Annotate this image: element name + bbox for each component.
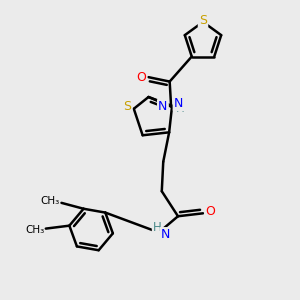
Text: CH₃: CH₃ [41,196,60,206]
Text: S: S [199,14,207,27]
Text: S: S [123,100,131,113]
Text: CH₃: CH₃ [25,225,44,235]
Text: O: O [206,205,215,218]
Text: H: H [176,102,184,115]
Text: H: H [153,220,162,234]
Text: N: N [174,97,183,110]
Text: O: O [136,71,146,84]
Text: N: N [158,100,168,113]
Text: N: N [160,228,170,241]
